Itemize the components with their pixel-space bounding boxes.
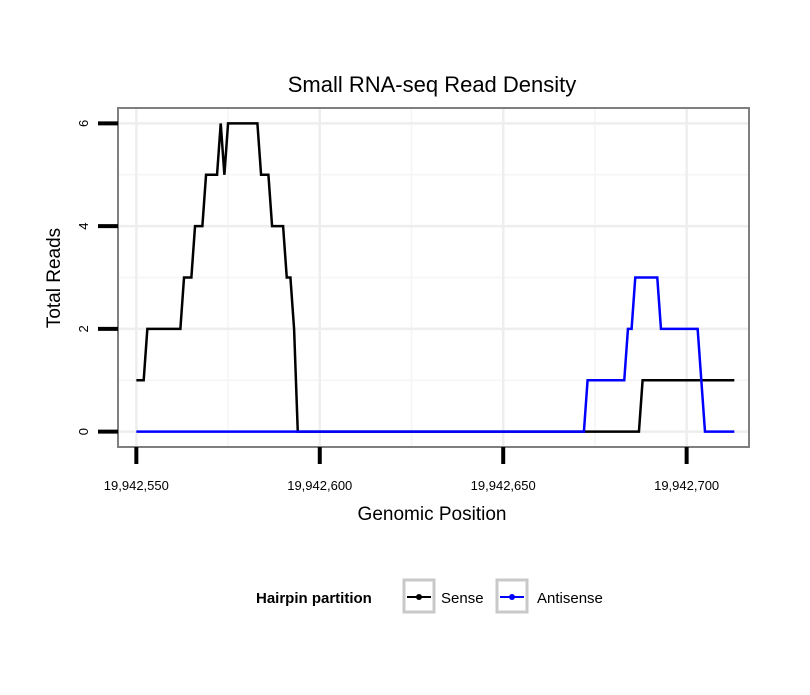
y-axis-label: Total Reads <box>44 228 65 328</box>
x-tick-label: 19,942,600 <box>287 478 352 493</box>
legend-key-point-antisense <box>509 594 515 600</box>
y-tick-label: 0 <box>76 428 91 435</box>
series-line-sense <box>136 122 735 433</box>
y-tick-label: 4 <box>76 223 91 230</box>
legend-item-sense: Sense <box>402 578 484 614</box>
plot-panel-border <box>117 107 750 448</box>
y-tick-label: 6 <box>76 120 91 127</box>
series-layer <box>136 122 735 433</box>
axis-layer: 19,942,550 19,942,600 19,942,650 19,942,700… <box>76 120 719 493</box>
x-axis-label: Genomic Position <box>358 504 507 525</box>
legend-title: Hairpin partition <box>256 590 372 607</box>
legend: Hairpin partition Sense Antisense <box>256 578 603 614</box>
legend-label-sense: Sense <box>441 590 484 607</box>
x-tick-label: 19,942,550 <box>104 478 169 493</box>
legend-item-antisense: Antisense <box>495 578 603 614</box>
legend-key-point-sense <box>416 594 422 600</box>
series-line-antisense <box>136 276 735 433</box>
legend-label-antisense: Antisense <box>537 590 603 607</box>
y-tick-label: 2 <box>76 325 91 332</box>
chart-title: Small RNA-seq Read Density <box>288 72 577 97</box>
x-tick-label: 19,942,650 <box>471 478 536 493</box>
x-tick-label: 19,942,700 <box>654 478 719 493</box>
